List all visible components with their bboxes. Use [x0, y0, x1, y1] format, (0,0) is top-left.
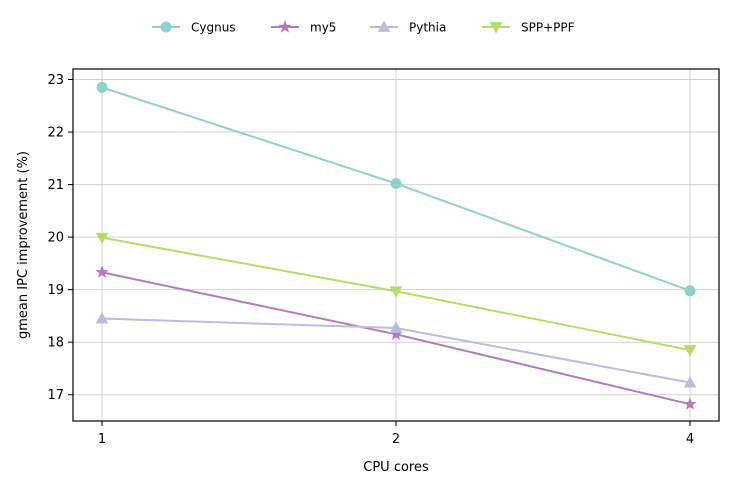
series-layer: [95, 81, 697, 410]
y-tick-label: 21: [47, 178, 64, 193]
y-tick-label: 22: [47, 126, 64, 141]
x-tick-label: 4: [686, 432, 694, 447]
gridlines: [73, 69, 719, 421]
y-tick-label: 23: [47, 73, 64, 88]
y-tick-label: 17: [47, 388, 64, 403]
legend-marker: [377, 20, 391, 32]
data-point: [683, 345, 697, 357]
series-my5: [95, 265, 697, 410]
data-point: [96, 81, 108, 93]
series-cygnus: [96, 81, 696, 297]
x-axis: 1 2 4: [98, 421, 694, 447]
data-point: [684, 285, 696, 297]
legend-item: my5: [271, 20, 336, 35]
data-point: [95, 312, 109, 324]
legend-label: my5: [310, 21, 336, 35]
legend-item: SPP+PPF: [482, 21, 575, 35]
legend-marker: [278, 20, 292, 33]
legend-label: SPP+PPF: [521, 21, 575, 35]
y-tick-label: 18: [47, 336, 64, 351]
legend-label: Pythia: [409, 21, 446, 35]
legend-marker: [489, 22, 503, 34]
y-tick-label: 19: [47, 283, 64, 298]
legend-item: Pythia: [370, 20, 446, 35]
x-tick-label: 1: [98, 432, 106, 447]
data-point: [390, 178, 402, 190]
x-tick-label: 2: [392, 432, 400, 447]
data-point: [683, 397, 697, 410]
series-pythia: [95, 312, 697, 388]
data-point: [95, 265, 109, 278]
legend-marker: [160, 21, 172, 33]
y-axis: 17 18 19 20 21 22 23: [47, 73, 73, 403]
x-axis-label: CPU cores: [363, 460, 429, 475]
legend-item: Cygnus: [152, 21, 236, 35]
data-point: [389, 286, 403, 298]
y-tick-label: 20: [47, 231, 64, 246]
data-point: [683, 376, 697, 388]
legend-label: Cygnus: [191, 21, 236, 35]
data-point: [389, 321, 403, 333]
data-point: [95, 232, 109, 245]
series-spp-ppf: [95, 232, 697, 357]
legend: Cygnus my5 Pythia SPP+PPF: [152, 20, 575, 35]
y-axis-label: gmean IPC improvement (%): [16, 151, 31, 339]
